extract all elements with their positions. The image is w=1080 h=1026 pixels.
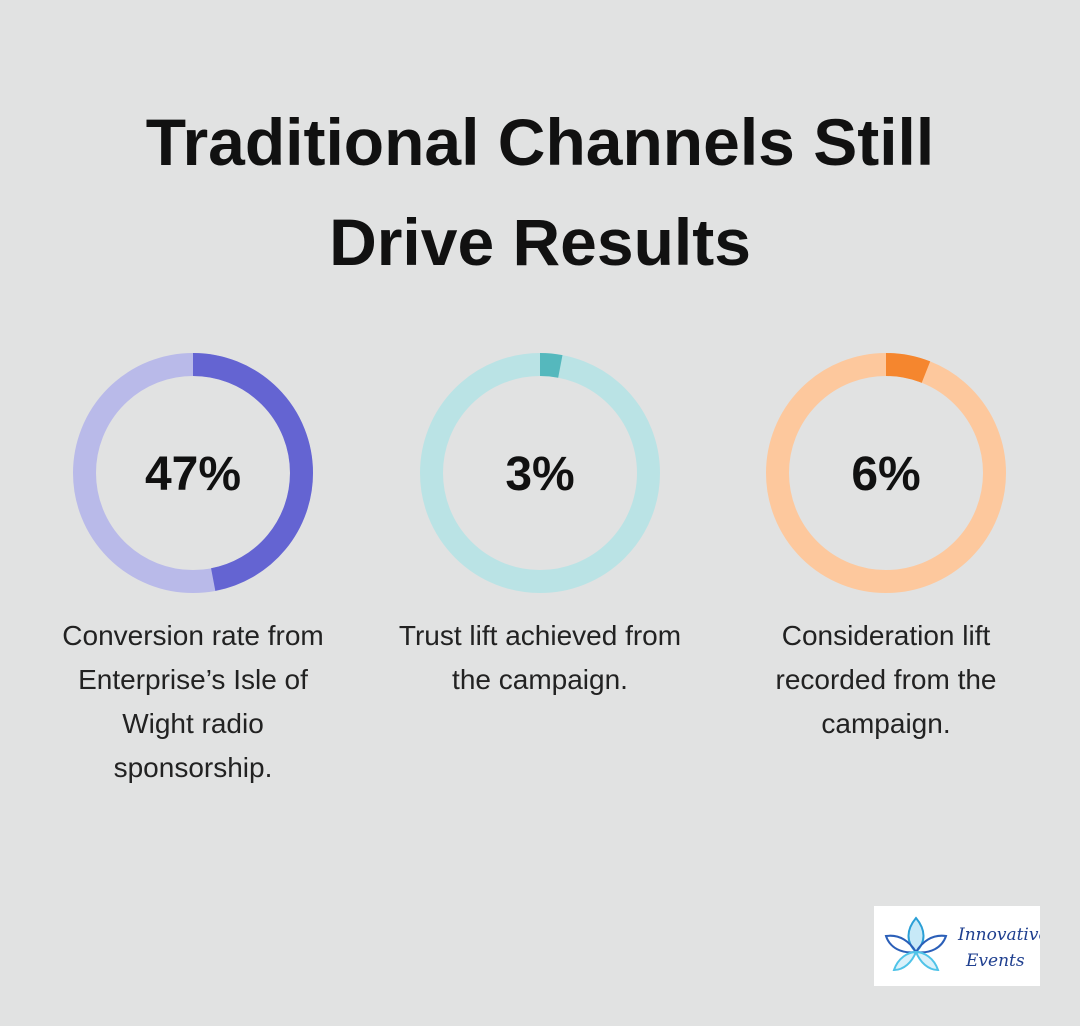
value-label: 6% — [851, 448, 920, 501]
caption: Trust lift achieved from the campaign. — [398, 620, 682, 695]
donut-arc — [420, 353, 660, 593]
donut-chart: 47% — [73, 353, 313, 593]
donut-chart: 6% — [766, 353, 1006, 593]
donut-chart: 3% — [420, 353, 660, 593]
caption: Conversion rate from Enterprise’s Isle o… — [62, 620, 324, 783]
donut-arc — [766, 353, 1006, 593]
logo-text: Events — [965, 951, 1025, 971]
donut-item: 3% Trust lift achieved from the campaign. — [370, 352, 710, 702]
donut-item: 47% Conversion rate from Enterprise’s Isl… — [23, 352, 363, 790]
value-label: 47% — [145, 448, 241, 501]
value-label: 3% — [505, 448, 574, 501]
caption: Consideration lift recorded from the cam… — [775, 620, 997, 739]
logo-text: Innovative — [957, 925, 1040, 945]
title: Traditional Channels Still Drive Results — [145, 105, 935, 279]
donut-arc — [73, 353, 313, 593]
logo: Innovative Events — [874, 906, 1040, 986]
donut-item: 6% Consideration lift recorded from the c… — [716, 352, 1056, 746]
